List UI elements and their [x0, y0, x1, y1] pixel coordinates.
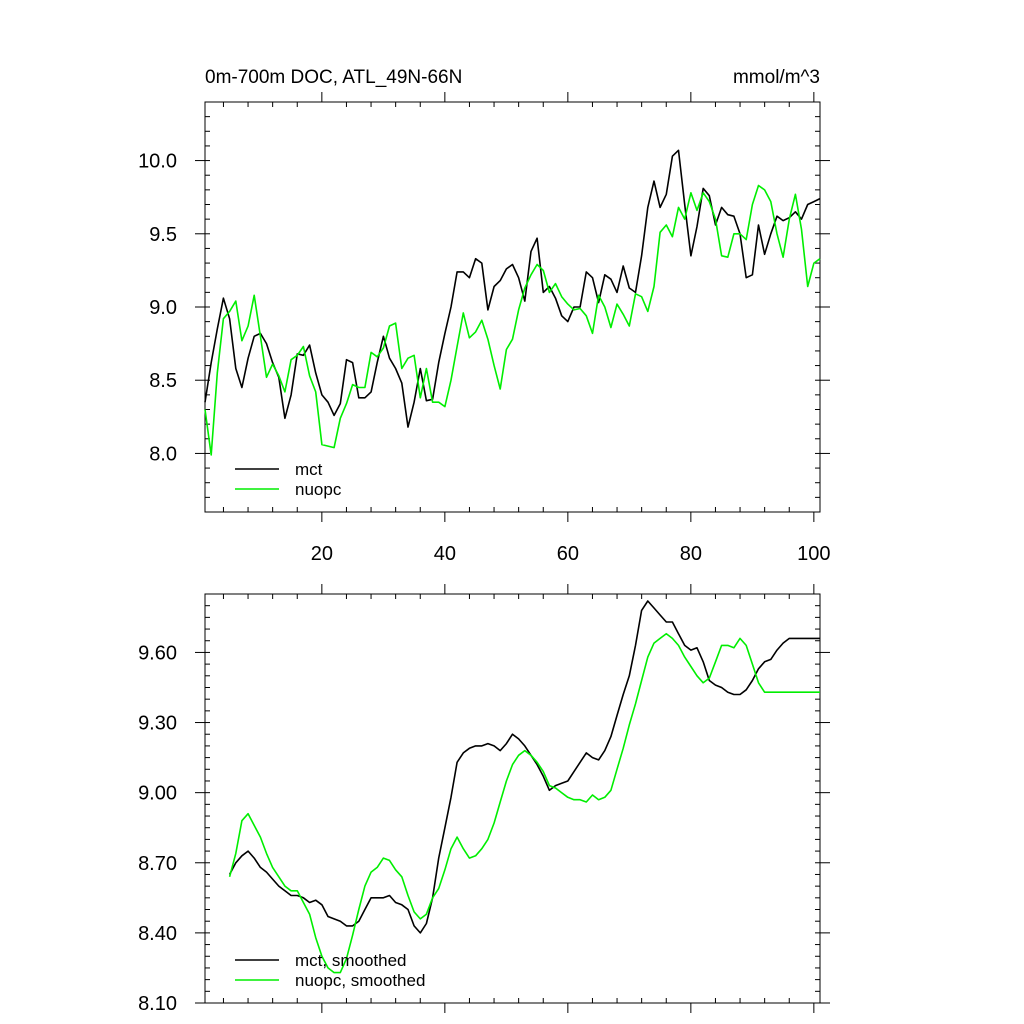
legend-label: mct	[295, 460, 323, 479]
y-tick-label: 8.0	[149, 443, 177, 465]
x-tick-label: 80	[680, 543, 702, 565]
bottom-panel: 8.10 8.40 8.70 9.00 9.30 9.60 mct, smoothednuo…	[138, 584, 830, 1015]
y-tick-label: 9.60	[138, 642, 177, 664]
y-tick-label: 8.70	[138, 853, 177, 875]
x-tick-label: 60	[557, 543, 579, 565]
y-tick-label: 9.5	[149, 224, 177, 246]
legend-label: nuopc, smoothed	[295, 971, 425, 990]
plot-frame	[204, 593, 821, 1004]
y-tick-label: 8.40	[138, 923, 177, 945]
y-tick-label: 9.30	[138, 713, 177, 735]
x-tick-label: 20	[311, 543, 333, 565]
units-label: mmol/m^3	[733, 67, 820, 88]
x-tick-label: 40	[434, 543, 456, 565]
series-line-nuopc	[204, 184, 821, 456]
series-line-mct	[204, 149, 821, 428]
x-tick-label: 100	[797, 543, 830, 565]
plot-frame	[204, 101, 821, 513]
y-tick-label: 8.10	[138, 993, 177, 1015]
top-panel: 20 40 60 80 100 8.0 8.5 9.0 9.5 10.0 0m-700m DOC, …	[138, 67, 830, 565]
chart-title: 0m-700m DOC, ATL_49N-66N	[205, 67, 462, 88]
y-tick-label: 10.0	[138, 151, 177, 173]
y-tick-label: 9.0	[149, 297, 177, 319]
y-tick-label: 9.00	[138, 783, 177, 805]
legend-label: nuopc	[295, 480, 342, 499]
y-tick-label: 8.5	[149, 370, 177, 392]
legend-label: mct, smoothed	[295, 951, 407, 970]
series-line-nuopc-smoothed	[228, 632, 820, 974]
series-line-mct-smoothed	[228, 600, 820, 934]
